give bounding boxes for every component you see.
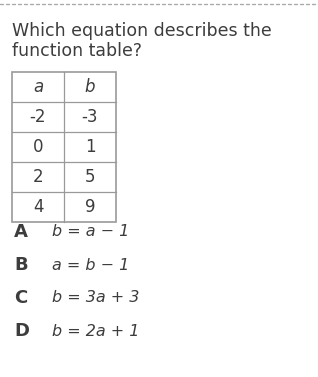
Text: 4: 4 — [33, 198, 43, 216]
Text: 0: 0 — [33, 138, 43, 156]
Text: -2: -2 — [30, 108, 46, 126]
Text: -3: -3 — [82, 108, 98, 126]
Text: B: B — [14, 256, 28, 274]
Text: b = 2a + 1: b = 2a + 1 — [52, 323, 139, 339]
Text: 2: 2 — [33, 168, 43, 186]
Text: b: b — [85, 78, 95, 96]
Text: 5: 5 — [85, 168, 95, 186]
Text: function table?: function table? — [12, 42, 142, 60]
Text: A: A — [14, 223, 28, 241]
Text: a: a — [33, 78, 43, 96]
Text: b = a − 1: b = a − 1 — [52, 224, 129, 239]
Text: 9: 9 — [85, 198, 95, 216]
Bar — [12, 72, 116, 222]
Text: D: D — [14, 322, 29, 340]
Text: C: C — [14, 289, 27, 307]
Text: b = 3a + 3: b = 3a + 3 — [52, 291, 139, 305]
Text: a = b − 1: a = b − 1 — [52, 257, 129, 273]
Text: Which equation describes the: Which equation describes the — [12, 22, 272, 40]
Text: 1: 1 — [85, 138, 95, 156]
